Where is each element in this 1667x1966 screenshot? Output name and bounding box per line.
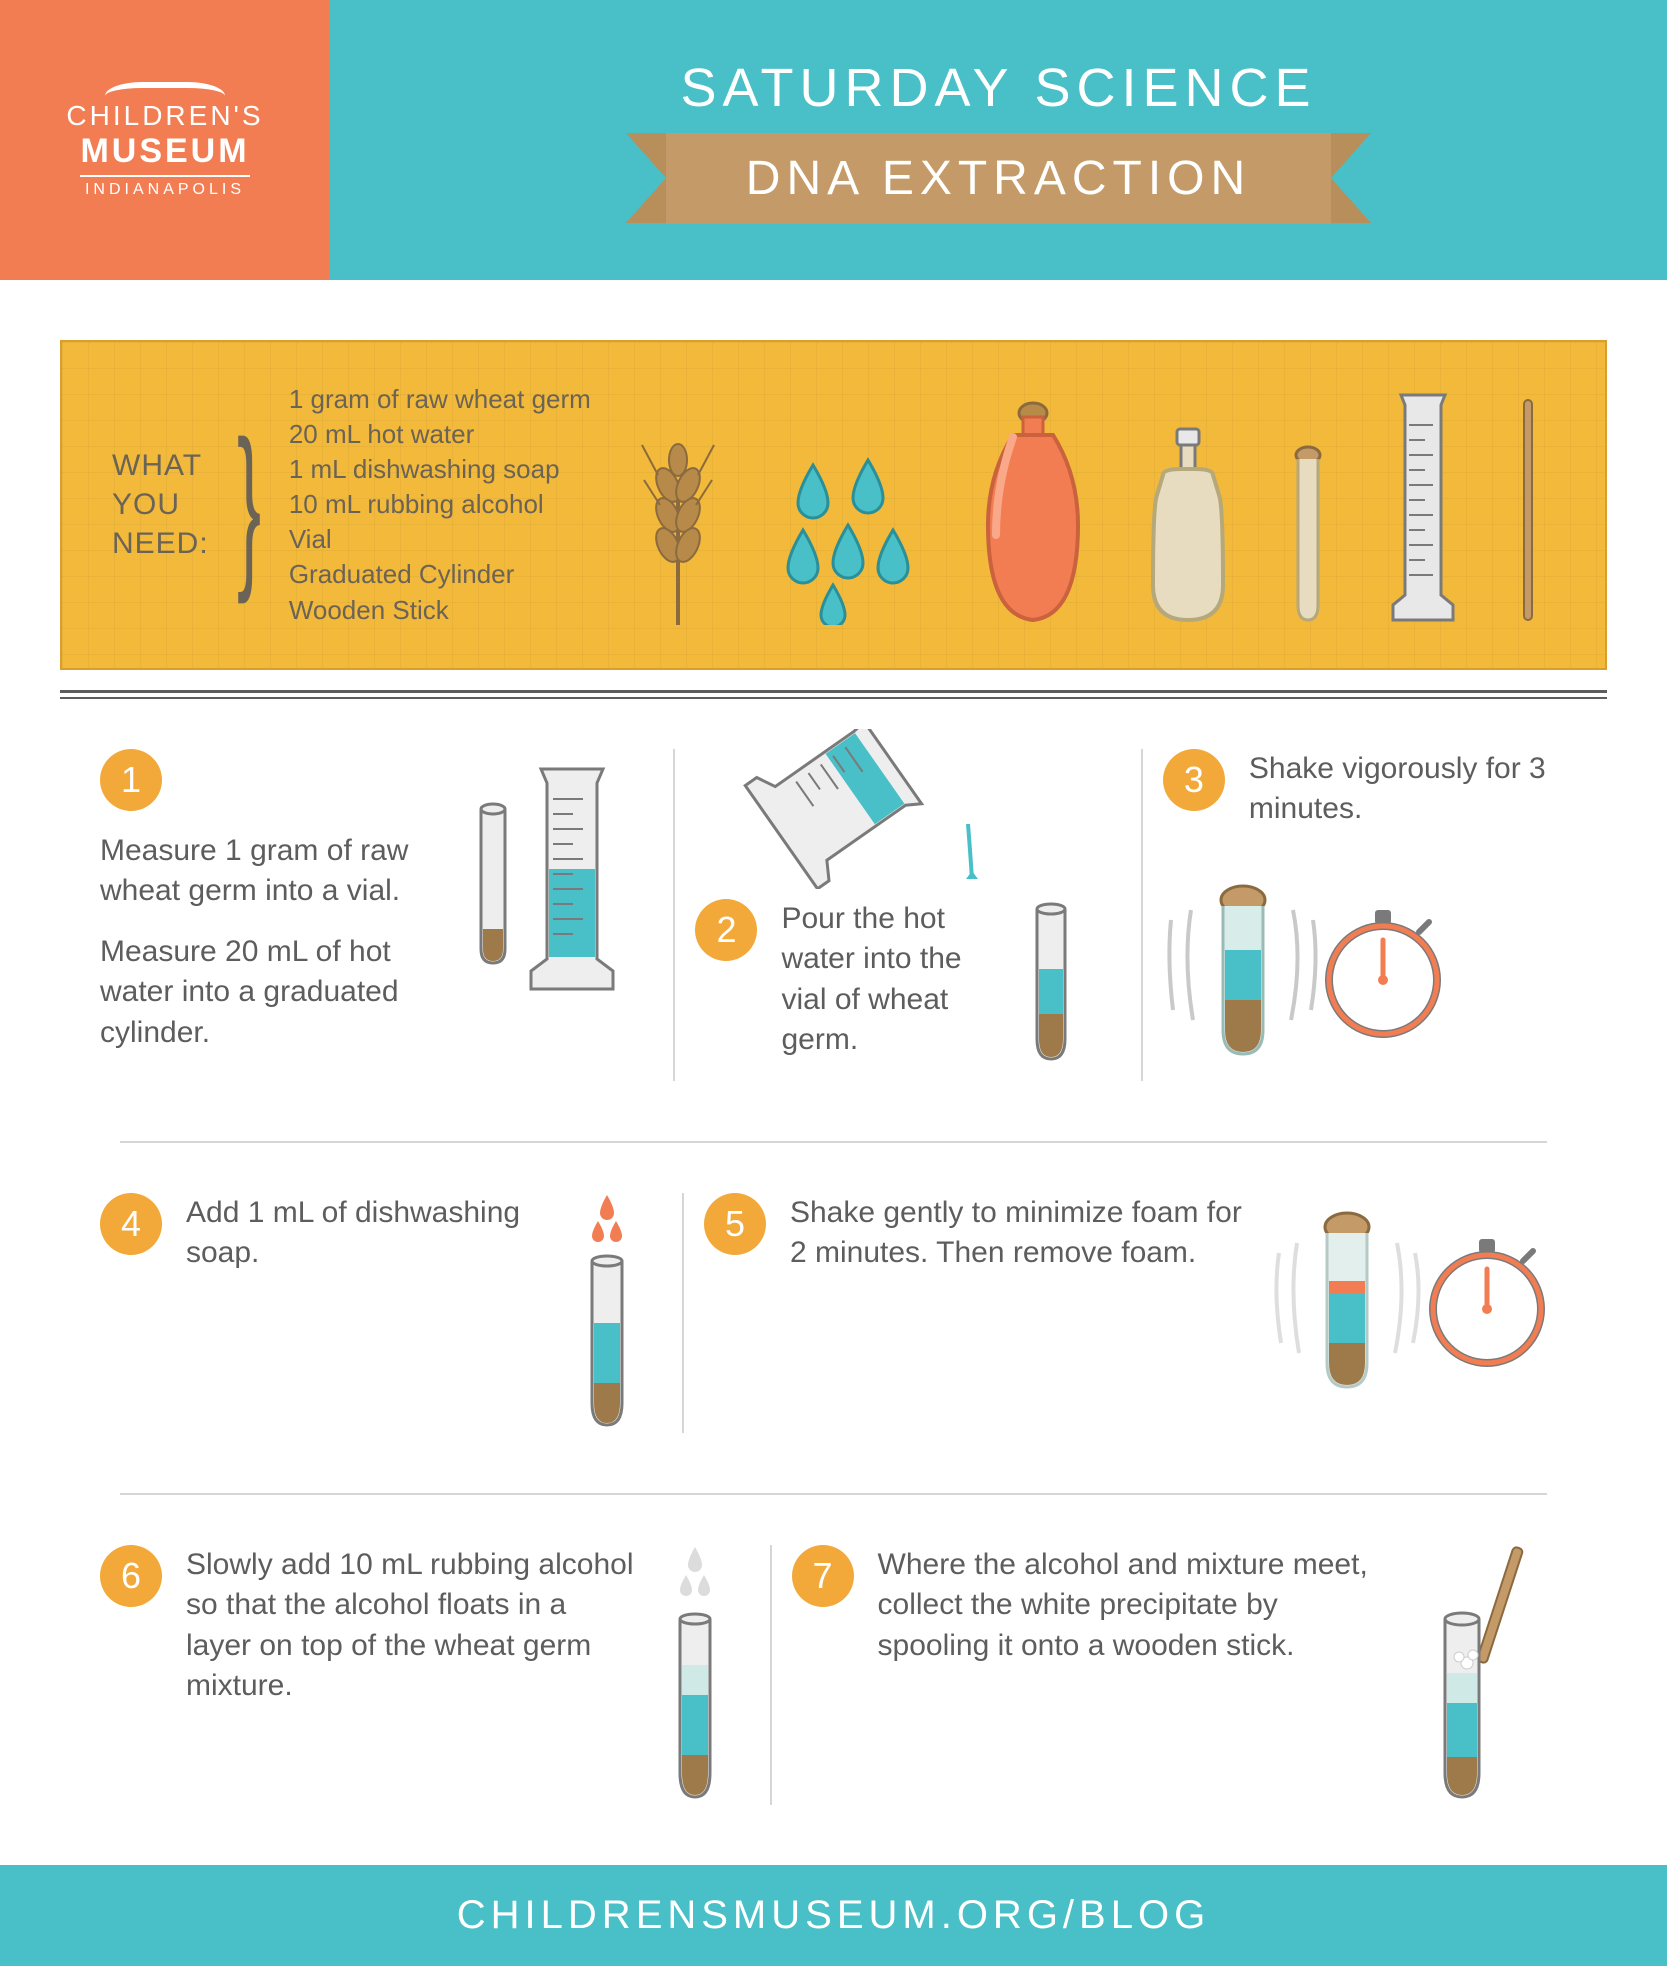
step-text: Shake vigorously for 3 minutes. <box>1249 749 1547 830</box>
vial-cylinder-icon <box>463 749 633 999</box>
vial-icon <box>1288 445 1328 625</box>
step-text: Where the alcohol and mixture meet, coll… <box>878 1545 1393 1667</box>
step-number: 7 <box>792 1545 854 1607</box>
header-subtitle: DNA EXTRACTION <box>666 133 1331 224</box>
logo-line2: MUSEUM <box>80 132 249 177</box>
materials-label: WHAT YOU NEED: <box>112 446 209 563</box>
cylinder-icon <box>1383 385 1463 625</box>
wheat-icon <box>638 425 718 625</box>
soap-bottle-icon <box>978 395 1088 625</box>
material-item: Graduated Cylinder <box>289 557 591 592</box>
material-item: 1 gram of raw wheat germ <box>289 382 591 417</box>
step-5: 5 Shake gently to minimize foam for 2 mi… <box>682 1193 1587 1433</box>
step-6: 6 Slowly add 10 mL rubbing alcohol so th… <box>80 1545 770 1805</box>
water-drops-icon <box>773 445 923 625</box>
step-number: 5 <box>704 1193 766 1255</box>
header-title: SATURDAY SCIENCE <box>680 57 1316 119</box>
add-alcohol-icon <box>660 1545 730 1805</box>
step-number: 3 <box>1163 749 1225 811</box>
shake-gentle-timer-icon <box>1267 1193 1547 1403</box>
material-item: 10 mL rubbing alcohol <box>289 487 591 522</box>
materials-list: 1 gram of raw wheat germ 20 mL hot water… <box>289 382 591 628</box>
logo-line1: CHILDREN'S <box>66 100 263 132</box>
step-number: 2 <box>695 899 757 961</box>
stick-icon <box>1518 395 1538 625</box>
add-soap-icon <box>572 1193 642 1433</box>
step-text: Shake gently to minimize foam for 2 minu… <box>790 1193 1243 1274</box>
step-text: Measure 1 gram of raw wheat germ into a … <box>100 831 439 912</box>
shake-timer-icon <box>1163 870 1443 1070</box>
step-text: Measure 20 mL of hot water into a gradua… <box>100 932 439 1054</box>
material-item: Wooden Stick <box>289 593 591 628</box>
step-1: 1 Measure 1 gram of raw wheat germ into … <box>80 749 673 1081</box>
step-text: Add 1 mL of dishwashing soap. <box>186 1193 548 1274</box>
material-item: Vial <box>289 522 591 557</box>
vial-receiving-icon <box>1021 899 1081 1069</box>
header: CHILDREN'S MUSEUM INDIANAPOLIS SATURDAY … <box>0 0 1667 280</box>
step-3: 3 Shake vigorously for 3 minutes. <box>1141 749 1587 1081</box>
alcohol-bottle-icon <box>1143 425 1233 625</box>
materials-icons <box>621 385 1555 625</box>
step-number: 6 <box>100 1545 162 1607</box>
brace-icon: } <box>237 433 261 577</box>
material-item: 1 mL dishwashing soap <box>289 452 591 487</box>
step-2: 2 Pour the hot water into the vial of wh… <box>673 749 1140 1081</box>
logo: CHILDREN'S MUSEUM INDIANAPOLIS <box>0 0 330 280</box>
steps: 1 Measure 1 gram of raw wheat germ into … <box>60 749 1607 1805</box>
footer: CHILDRENSMUSEUM.ORG/BLOG <box>0 1865 1667 1966</box>
material-item: 20 mL hot water <box>289 417 591 452</box>
step-number: 4 <box>100 1193 162 1255</box>
step-7: 7 Where the alcohol and mixture meet, co… <box>770 1545 1587 1805</box>
step-text: Pour the hot water into the vial of whea… <box>781 899 1001 1061</box>
step-number: 1 <box>100 749 162 811</box>
title-box: SATURDAY SCIENCE DNA EXTRACTION <box>330 0 1667 280</box>
step-text: Slowly add 10 mL rubbing alcohol so that… <box>186 1545 636 1707</box>
step-4: 4 Add 1 mL of dishwashing soap. <box>80 1193 682 1433</box>
logo-line3: INDIANAPOLIS <box>85 181 245 199</box>
materials-panel: WHAT YOU NEED: } 1 gram of raw wheat ger… <box>60 340 1607 670</box>
divider-rule <box>60 690 1607 699</box>
pouring-icon <box>738 729 1058 889</box>
spool-stick-icon <box>1417 1545 1547 1805</box>
